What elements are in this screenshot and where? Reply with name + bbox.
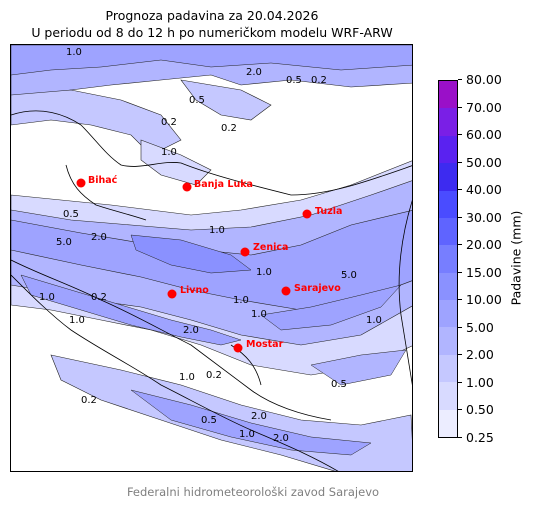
svg-text:1.0: 1.0: [366, 315, 382, 326]
contour-labels: 1.0 2.0 0.5 0.2 0.5 0.2 0.2 1.0 0.5 2.0 …: [39, 47, 382, 444]
colorbar-tick-label: 15.00: [458, 265, 502, 280]
city-livno: Livno: [167, 285, 209, 299]
city-banja-luka: Banja Luka: [182, 179, 253, 192]
map-title: Prognoza padavina za 20.04.2026: [105, 8, 319, 23]
colorbar-tick-label: 30.00: [458, 210, 502, 225]
map-svg: 1.0 2.0 0.5 0.2 0.5 0.2 0.2 1.0 0.5 2.0 …: [11, 45, 412, 471]
colorbar-tick-label: 80.00: [458, 72, 502, 87]
colorbar-tick-label: 1.00: [458, 375, 494, 390]
city-zenica: Zenica: [240, 242, 288, 257]
colorbar-band: [439, 163, 457, 191]
svg-text:1.0: 1.0: [179, 372, 195, 383]
map-subtitle: U periodu od 8 do 12 h po numeričkom mod…: [31, 25, 393, 40]
colorbar-label: Padavine (mm): [508, 210, 524, 306]
svg-text:1.0: 1.0: [209, 225, 225, 236]
svg-text:2.0: 2.0: [183, 325, 199, 336]
svg-text:Livno: Livno: [180, 285, 209, 296]
svg-text:0.2: 0.2: [311, 75, 327, 86]
colorbar-tick-label: 60.00: [458, 127, 502, 142]
svg-text:1.0: 1.0: [233, 295, 249, 306]
city-sarajevo: Sarajevo: [281, 283, 341, 296]
svg-text:0.2: 0.2: [81, 395, 97, 406]
colorbar-tick-label: 0.50: [458, 402, 494, 417]
colorbar-tick-label: 70.00: [458, 100, 502, 115]
svg-text:Zenica: Zenica: [253, 242, 288, 253]
svg-text:1.0: 1.0: [239, 429, 255, 440]
colorbar-band: [439, 409, 457, 437]
colorbar-band: [439, 108, 457, 136]
colorbar-band: [439, 327, 457, 355]
colorbar-band: [439, 135, 457, 164]
city-markers: Bihać Banja Luka Tuzla Zenica Livno Sara…: [76, 175, 342, 353]
svg-text:2.0: 2.0: [273, 433, 289, 444]
colorbar-band: [439, 190, 457, 218]
svg-text:0.5: 0.5: [331, 379, 347, 390]
colorbar-band: [439, 382, 457, 410]
colorbar-tick-label: 0.25: [458, 430, 494, 445]
city-tuzla: Tuzla: [302, 206, 342, 219]
colorbar-tick-label: 10.00: [458, 292, 502, 307]
svg-text:Mostar: Mostar: [246, 339, 284, 350]
svg-text:1.0: 1.0: [66, 47, 82, 58]
svg-text:0.5: 0.5: [63, 209, 79, 220]
svg-text:0.2: 0.2: [221, 123, 237, 134]
svg-text:2.0: 2.0: [246, 67, 262, 78]
colorbar-band: [439, 300, 457, 328]
precipitation-map: 1.0 2.0 0.5 0.2 0.5 0.2 0.2 1.0 0.5 2.0 …: [10, 44, 413, 472]
colorbar-tick-label: 2.00: [458, 347, 494, 362]
svg-text:0.5: 0.5: [286, 75, 302, 86]
colorbar-band: [439, 217, 457, 246]
svg-text:1.0: 1.0: [256, 267, 272, 278]
svg-text:0.5: 0.5: [201, 415, 217, 426]
svg-text:1.0: 1.0: [251, 309, 267, 320]
svg-text:5.0: 5.0: [56, 237, 72, 248]
colorbar-tick-label: 20.00: [458, 237, 502, 252]
colorbar-band: [439, 81, 457, 109]
svg-text:Tuzla: Tuzla: [315, 206, 342, 217]
colorbar-tick-label: 40.00: [458, 182, 502, 197]
svg-text:Bihać: Bihać: [88, 175, 118, 186]
svg-text:1.0: 1.0: [161, 147, 177, 158]
svg-text:2.0: 2.0: [91, 232, 107, 243]
svg-text:Banja Luka: Banja Luka: [194, 179, 253, 190]
svg-text:1.0: 1.0: [39, 292, 55, 303]
city-bihac: Bihać: [76, 175, 118, 188]
precip-fields: [11, 45, 412, 471]
footer-credit: Federalni hidrometeorološki zavod Saraje…: [126, 485, 380, 499]
colorbar-tick-label: 50.00: [458, 155, 502, 170]
colorbar-band: [439, 354, 457, 383]
city-mostar: Mostar: [233, 339, 284, 353]
svg-text:1.0: 1.0: [69, 315, 85, 326]
svg-text:0.2: 0.2: [206, 370, 222, 381]
svg-text:Sarajevo: Sarajevo: [294, 283, 341, 294]
svg-text:0.2: 0.2: [161, 117, 177, 128]
svg-text:2.0: 2.0: [251, 411, 267, 422]
colorbar-band: [439, 272, 457, 301]
colorbar-band: [439, 245, 457, 273]
colorbar: [438, 80, 458, 438]
svg-text:5.0: 5.0: [341, 270, 357, 281]
svg-text:0.5: 0.5: [189, 95, 205, 106]
svg-text:0.2: 0.2: [91, 292, 107, 303]
colorbar-tick-label: 5.00: [458, 320, 494, 335]
